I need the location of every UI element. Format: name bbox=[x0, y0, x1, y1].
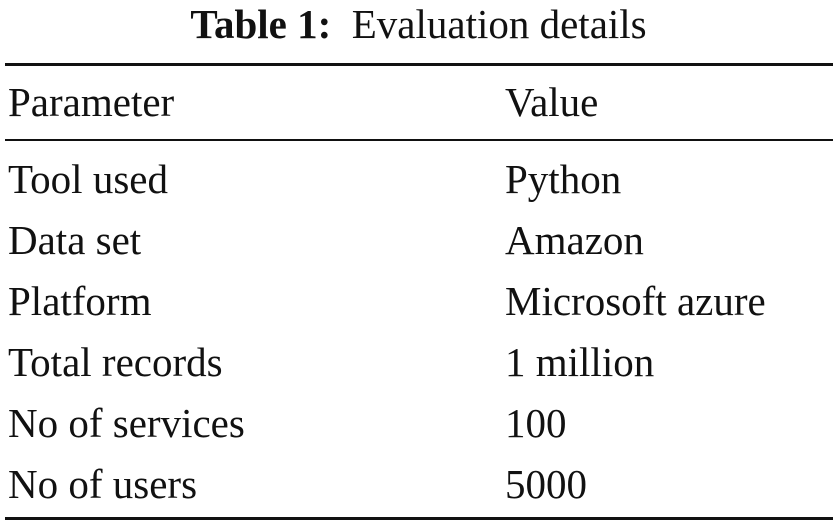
table-row: No of users 5000 bbox=[0, 460, 837, 521]
table-bottom-rule bbox=[5, 517, 833, 520]
table-row: No of services 100 bbox=[0, 399, 837, 460]
header-value: Value bbox=[505, 79, 599, 125]
row-parameter: No of users bbox=[8, 461, 198, 507]
row-parameter: No of services bbox=[8, 400, 245, 446]
row-value: 5000 bbox=[505, 461, 587, 507]
table-header-rule bbox=[5, 139, 833, 141]
table-row: Total records 1 million bbox=[0, 338, 837, 399]
table-row: Data set Amazon bbox=[0, 216, 837, 277]
table-top-rule bbox=[5, 63, 833, 66]
table-caption-title: Evaluation details bbox=[351, 1, 647, 47]
row-parameter: Platform bbox=[8, 278, 152, 324]
row-value: Amazon bbox=[505, 217, 644, 263]
row-value: 1 million bbox=[505, 339, 655, 385]
row-parameter: Tool used bbox=[8, 156, 168, 202]
row-parameter: Data set bbox=[8, 217, 142, 263]
row-value: Python bbox=[505, 156, 622, 202]
row-value: Microsoft azure bbox=[505, 278, 766, 324]
table-row: Platform Microsoft azure bbox=[0, 277, 837, 338]
header-parameter: Parameter bbox=[8, 79, 175, 125]
row-parameter: Total records bbox=[8, 339, 223, 385]
row-value: 100 bbox=[505, 400, 567, 446]
table-caption-label: Table 1: bbox=[190, 1, 332, 47]
table-row: Tool used Python bbox=[0, 155, 837, 216]
table-caption: Table 1: Evaluation details bbox=[0, 0, 837, 48]
table-body: Tool used Python Data set Amazon Platfor… bbox=[0, 155, 837, 521]
